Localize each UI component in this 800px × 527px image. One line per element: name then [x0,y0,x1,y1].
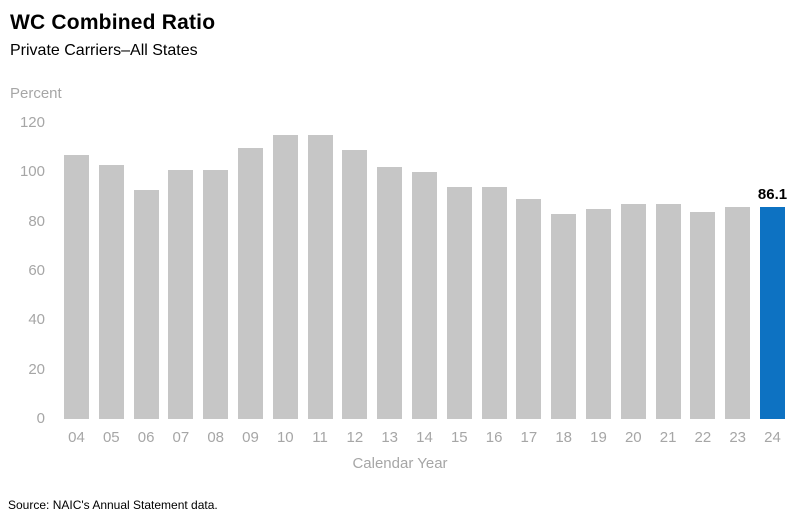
x-axis-tick-label: 13 [381,429,399,446]
chart-title: WC Combined Ratio [10,11,216,34]
x-axis-tick-label: 21 [659,429,677,446]
bar [481,187,507,419]
bar [342,150,368,419]
bar [133,189,159,419]
bar [620,204,646,419]
bar [690,211,716,419]
bar-highlighted [760,206,785,419]
bar [64,155,89,419]
x-axis-tick-label: 20 [624,429,642,446]
bar [168,169,194,419]
x-axis-tick-label: 14 [416,429,433,446]
bar [98,164,124,419]
y-axis-tick-label: 60 [28,262,45,279]
x-axis-tick-label: 04 [68,429,85,446]
x-axis-tick-label: 15 [450,429,468,446]
x-axis-tick-label: 05 [102,429,120,446]
y-axis-tick-label: 120 [19,114,45,131]
bar [272,135,298,419]
y-axis-tick-label: 80 [28,212,45,230]
y-axis-tick-label: 20 [28,360,45,378]
x-axis-tick-label: 09 [242,429,259,446]
x-axis-tick-label: 23 [729,429,747,446]
x-axis-title: Calendar Year [352,455,448,472]
x-axis-tick-label: 17 [520,429,538,446]
x-axis-tick-label: 08 [207,429,225,446]
bar [516,199,542,419]
x-axis-tick-label: 18 [555,429,573,446]
x-axis-tick-label: 11 [312,429,328,446]
source-note: Source: NAIC's Annual Statement data. [8,498,218,512]
x-axis-tick-label: 10 [276,429,294,446]
bar-value-label: 86.1 [757,185,788,203]
bar [655,204,681,419]
y-axis-tick-label: 0 [36,410,45,427]
x-axis-tick-label: 07 [172,429,190,446]
bar [586,209,611,419]
bar [725,206,751,419]
x-axis-tick-label: 16 [485,429,503,446]
bar [377,167,403,419]
y-axis-unit-label: Percent [10,85,62,102]
x-axis-tick-label: 12 [346,429,364,446]
x-axis-tick-label: 19 [590,429,607,446]
bar [238,147,263,419]
x-axis-tick-label: 22 [694,429,712,446]
plot-area [64,123,785,419]
bar [203,169,229,419]
bar [307,135,333,419]
bar [412,172,437,419]
y-axis-tick-label: 100 [19,163,45,181]
y-axis-tick-label: 40 [28,311,45,329]
bar [551,214,577,419]
x-axis-tick-label: 06 [137,429,155,446]
bar [446,187,472,419]
x-axis-tick-label: 24 [764,429,781,446]
chart-subtitle: Private Carriers–All States [10,42,198,59]
